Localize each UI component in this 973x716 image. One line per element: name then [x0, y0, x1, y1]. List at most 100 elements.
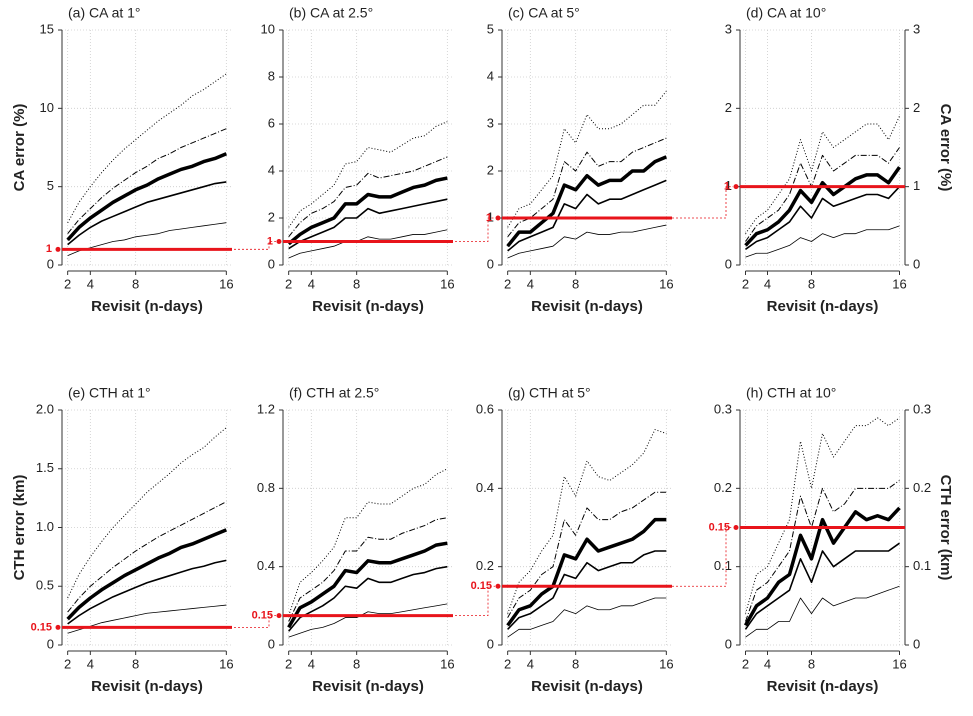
panel-title: (c) CA at 5°: [508, 5, 580, 21]
threshold-dot: [55, 246, 61, 252]
y2-tick-label: 0: [913, 636, 920, 651]
y-tick-label: 3: [487, 115, 494, 130]
x-tick-label: 16: [659, 656, 673, 671]
x-axis-label: Revisit (n-days): [312, 678, 424, 695]
x-tick-label: 8: [808, 276, 815, 291]
x-tick-label: 2: [504, 276, 511, 291]
x-tick-label: 2: [285, 656, 292, 671]
threshold-dot: [733, 525, 739, 530]
x-tick-label: 16: [892, 276, 906, 291]
y2-tick-label: 1: [913, 178, 920, 193]
series-line: [67, 559, 227, 625]
panel-title: (d) CA at 10°: [746, 5, 826, 21]
x-axis-label: Revisit (n-days): [91, 298, 203, 315]
x-tick-label: 2: [64, 656, 71, 671]
series-line: [507, 137, 667, 238]
y-tick-label: 1: [487, 209, 494, 224]
series-line: [507, 90, 667, 228]
threshold-dot: [495, 215, 501, 221]
x-tick-label: 4: [308, 656, 315, 671]
series-line: [287, 541, 448, 629]
series-line: [288, 468, 448, 616]
series-line: [745, 186, 901, 250]
y2-tick-label: 0.3: [913, 401, 931, 416]
x-tick-label: 2: [504, 656, 511, 671]
y-tick-label: 15: [40, 21, 54, 36]
series-line: [67, 181, 227, 246]
x-tick-label: 16: [440, 276, 454, 291]
series-line: [66, 152, 228, 242]
y-tick-label: 10: [261, 21, 275, 36]
series-line: [506, 517, 667, 627]
threshold-dot: [276, 613, 282, 619]
series-line: [67, 501, 227, 613]
y-tick-label: 0: [47, 636, 54, 651]
y-tick-label: 0: [725, 636, 732, 651]
series-line: [507, 550, 667, 630]
threshold-label: 0.15: [31, 621, 52, 633]
y-axis-label: CA error (%): [11, 104, 28, 192]
x-tick-label: 8: [353, 276, 360, 291]
y-tick-label: 10: [40, 100, 54, 115]
series-line: [288, 121, 448, 228]
y-tick-label: 0.5: [36, 578, 54, 593]
y-tick-label: 0.3: [714, 401, 732, 416]
series-line: [507, 491, 667, 618]
threshold-connector: [672, 186, 733, 219]
series-line: [507, 429, 667, 614]
x-tick-label: 16: [440, 656, 454, 671]
x-axis-label: Revisit (n-days): [312, 298, 424, 315]
x-tick-label: 8: [132, 656, 139, 671]
x-tick-label: 8: [808, 656, 815, 671]
y-tick-label: 1.5: [36, 460, 54, 475]
series-line: [745, 225, 900, 258]
threshold-label: 0.15: [709, 521, 730, 533]
threshold-connector: [455, 217, 495, 242]
series-line: [67, 128, 227, 234]
y-tick-label: 0: [487, 256, 494, 271]
y-tick-label: 0: [268, 636, 275, 651]
y2-tick-label: 2: [913, 100, 920, 115]
series-line: [745, 115, 900, 234]
panel-title: (g) CTH at 5°: [508, 385, 591, 401]
y2-tick-label: 3: [913, 21, 920, 36]
y-tick-label: 2.0: [36, 401, 54, 416]
y-tick-label: 0: [47, 256, 54, 271]
series-line: [744, 166, 901, 247]
threshold-label: 0.15: [252, 610, 273, 622]
y-tick-label: 0: [268, 256, 275, 271]
y-tick-label: 2: [487, 162, 494, 177]
y-tick-label: 0: [487, 636, 494, 651]
series-line: [67, 427, 227, 599]
panel-title: (e) CTH at 1°: [68, 385, 151, 401]
series-line: [288, 156, 448, 238]
x-tick-label: 4: [527, 656, 534, 671]
threshold-dot: [55, 624, 61, 630]
series-line: [288, 229, 448, 259]
y-tick-label: 4: [268, 162, 275, 177]
y-tick-label: 1: [725, 178, 732, 193]
x-tick-label: 8: [572, 656, 579, 671]
series-line: [507, 179, 667, 252]
y-tick-label: 0.2: [476, 558, 494, 573]
x-tick-label: 16: [892, 656, 906, 671]
x-tick-label: 4: [87, 276, 94, 291]
threshold-connector: [234, 615, 276, 628]
series-line: [287, 176, 448, 246]
x-axis-label: Revisit (n-days): [767, 298, 879, 315]
y-tick-label: 0.4: [476, 480, 494, 495]
series-line: [67, 604, 227, 634]
y-tick-label: 0.8: [257, 480, 275, 495]
y2-tick-label: 0.1: [913, 558, 931, 573]
y-tick-label: 6: [268, 115, 275, 130]
series-line: [506, 155, 668, 248]
y-tick-label: 2: [268, 209, 275, 224]
x-tick-label: 2: [64, 276, 71, 291]
x-tick-label: 4: [764, 656, 771, 671]
threshold-connector: [672, 527, 733, 587]
x-tick-label: 4: [87, 656, 94, 671]
y-tick-label: 8: [268, 68, 275, 83]
series-line: [288, 198, 448, 250]
series-line: [288, 517, 448, 622]
threshold-connector: [234, 241, 276, 250]
